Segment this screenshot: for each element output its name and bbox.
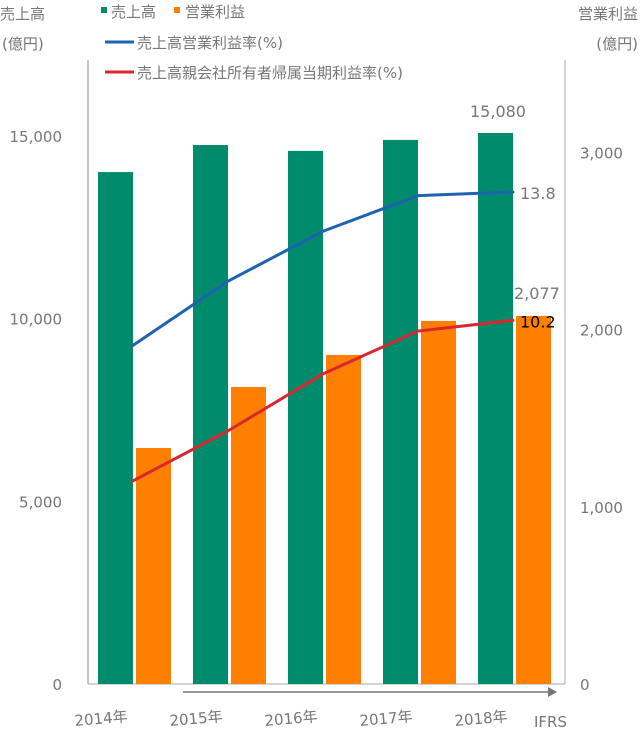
ifrs-label: IFRS (534, 713, 567, 730)
left-tick-label: 15,000 (10, 128, 63, 146)
data-label-operating-profit-2018: 2,077 (514, 284, 560, 303)
bar-sales (288, 150, 323, 684)
data-label-sales-2018: 15,080 (470, 102, 526, 121)
x-tick-label: 2014年 (74, 707, 129, 730)
bar-sales (98, 172, 133, 685)
bar-operating-profit (516, 315, 551, 684)
legend-label-net-margin: 売上高親会社所有者帰属当期利益率(%) (137, 64, 403, 82)
right-tick-label: 3,000 (580, 144, 623, 162)
legend-swatch-operating-profit (174, 7, 180, 13)
x-tick-label: 2018年 (454, 707, 509, 730)
x-tick-label: 2017年 (359, 707, 414, 730)
right-tick-label: 1,000 (580, 499, 623, 517)
bar-sales (383, 139, 418, 684)
x-tick-label: 2016年 (264, 707, 319, 730)
right-axis-unit: (億円) (596, 35, 638, 53)
bar-operating-profit (421, 320, 456, 684)
left-axis-title: 売上高 (0, 5, 45, 23)
left-tick-label: 5,000 (19, 493, 62, 511)
legend-label-sales: 売上高 (111, 3, 156, 21)
legend-swatch-sales (101, 7, 107, 13)
bar-sales (193, 145, 228, 684)
bar-sales (478, 132, 513, 684)
right-tick-label: 2,000 (580, 322, 623, 340)
line-operating-margin (131, 190, 515, 347)
line-net-margin (131, 318, 515, 483)
legend-label-operating-profit: 営業利益 (185, 3, 245, 21)
data-label-net-margin-2018: 10.2 (520, 312, 556, 331)
right-tick-label: 0 (580, 676, 590, 694)
right-axis-title: 営業利益 (578, 5, 638, 23)
data-label-operating-margin-2018: 13.8 (520, 184, 556, 203)
bar-operating-profit (136, 447, 171, 684)
x-tick-label: 2015年 (169, 707, 224, 730)
bar-operating-profit (231, 387, 266, 684)
left-tick-label: 10,000 (10, 311, 63, 329)
bar-operating-profit (326, 354, 361, 684)
left-tick-label: 0 (52, 676, 62, 694)
ifrs-arrow-head (548, 687, 557, 697)
left-axis-unit: (億円) (2, 35, 44, 53)
legend-label-operating-margin: 売上高営業利益率(%) (137, 34, 283, 52)
